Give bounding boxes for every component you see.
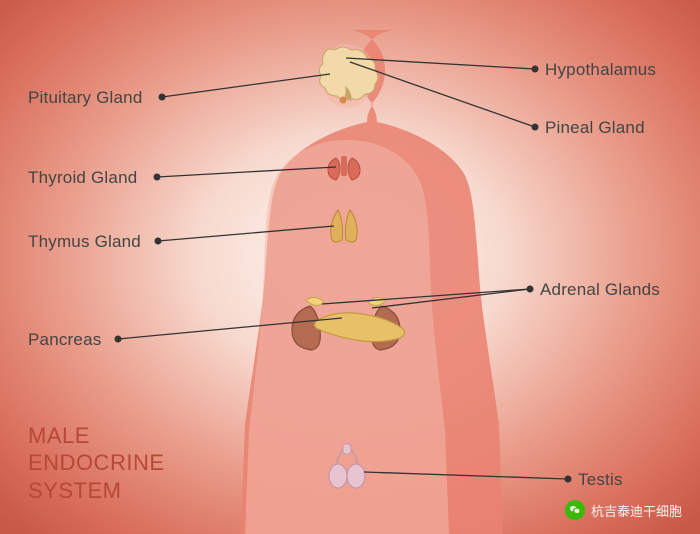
label-pituitary: Pituitary Gland (28, 88, 143, 108)
watermark: 杭吉泰迪干细胞 (565, 500, 682, 520)
label-thymus: Thymus Gland (28, 232, 141, 252)
label-pineal: Pineal Gland (545, 118, 645, 138)
diagram-canvas: Pituitary Gland Thyroid Gland Thymus Gla… (0, 0, 700, 534)
title-line-1: MALE (28, 422, 165, 450)
label-pancreas: Pancreas (28, 330, 101, 350)
wechat-icon (565, 500, 585, 520)
body-silhouette (241, 30, 503, 534)
label-adrenal: Adrenal Glands (540, 280, 660, 300)
label-hypothalamus: Hypothalamus (545, 60, 656, 80)
label-thyroid: Thyroid Gland (28, 168, 137, 188)
diagram-title: MALE ENDOCRINE SYSTEM (28, 422, 165, 505)
label-testis: Testis (578, 470, 623, 490)
title-line-3: SYSTEM (28, 477, 165, 505)
watermark-text: 杭吉泰迪干细胞 (591, 501, 682, 520)
title-line-2: ENDOCRINE (28, 449, 165, 477)
